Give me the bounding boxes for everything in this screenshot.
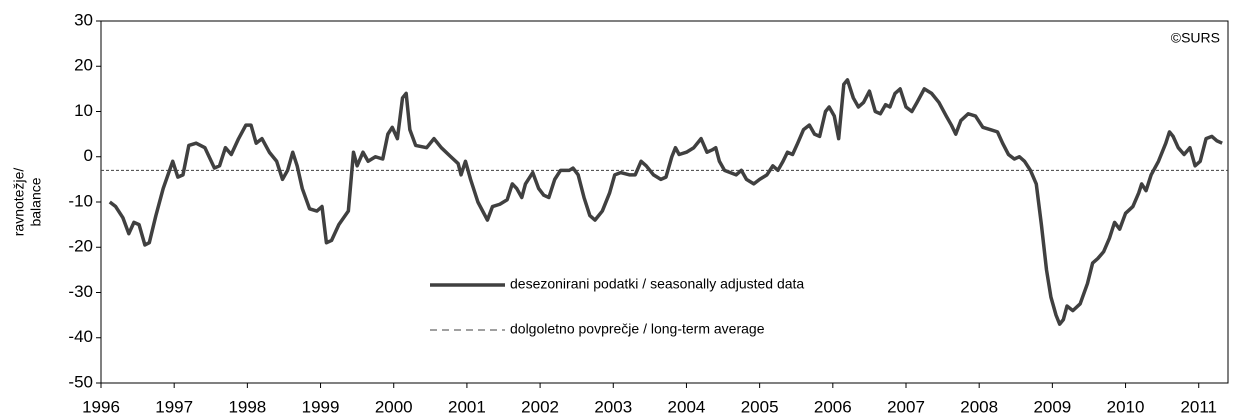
x-tick-label: 2001 <box>448 397 486 416</box>
y-tick-label: 10 <box>74 101 93 120</box>
y-tick-label: 30 <box>74 10 93 29</box>
x-tick-label: 2008 <box>960 397 998 416</box>
annotation: ©SURS <box>1171 30 1220 46</box>
y-tick-label: -20 <box>68 237 93 256</box>
y-tick-label: -50 <box>68 372 93 391</box>
y-tick-label: 20 <box>74 56 93 75</box>
x-tick-label: 2004 <box>668 397 706 416</box>
legend-label: dolgoletno povprečje / long-term average <box>510 321 765 337</box>
x-tick-label: 2007 <box>887 397 925 416</box>
x-tick-label: 1998 <box>228 397 266 416</box>
x-tick-label: 2010 <box>1107 397 1145 416</box>
y-tick-label: -10 <box>68 191 93 210</box>
x-tick-label: 2011 <box>1180 397 1217 416</box>
x-tick-label: 2005 <box>741 397 779 416</box>
y-tick-label: -40 <box>68 327 93 346</box>
y-tick-label: 0 <box>84 146 93 165</box>
data-line <box>108 78 1223 326</box>
y-axis-label: balance <box>28 177 44 226</box>
x-tick-label: 2002 <box>521 397 559 416</box>
legend-label: desezonirani podatki / seasonally adjust… <box>510 276 804 292</box>
x-tick-label: 1999 <box>302 397 340 416</box>
x-tick-label: 2006 <box>814 397 852 416</box>
x-tick-label: 2000 <box>375 397 413 416</box>
y-axis-label: ravnotežje/ <box>11 168 27 237</box>
x-tick-label: 1997 <box>155 397 193 416</box>
x-tick-label: 2003 <box>594 397 632 416</box>
y-tick-label: -30 <box>68 282 93 301</box>
x-tick-label: 2009 <box>1033 397 1071 416</box>
x-tick-label: 1996 <box>82 397 120 416</box>
